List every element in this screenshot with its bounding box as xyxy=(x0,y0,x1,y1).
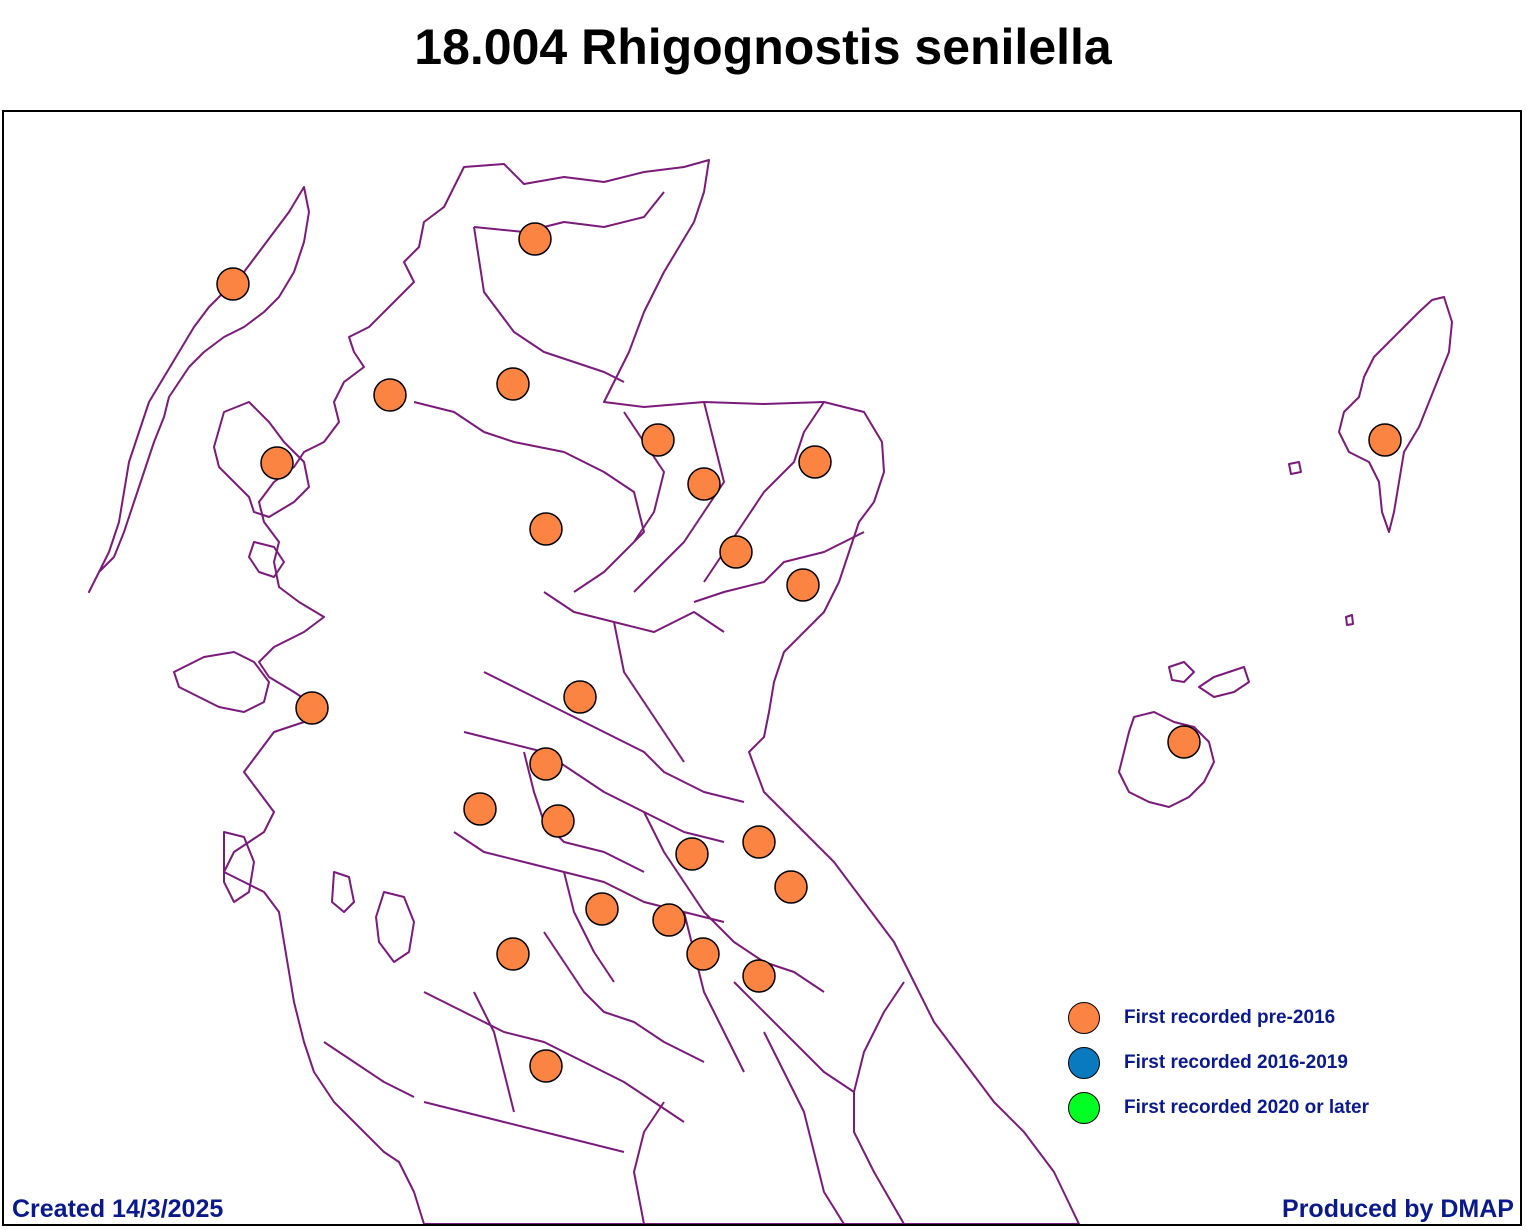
record-dot-pre-2016 xyxy=(563,680,597,714)
map-frame: First recorded pre-2016 First recorded 2… xyxy=(2,110,1522,1226)
boundary xyxy=(643,811,825,993)
producer-credit: Produced by DMAP xyxy=(1282,1195,1514,1223)
island xyxy=(331,871,355,913)
record-dot-pre-2016 xyxy=(652,903,686,937)
island xyxy=(248,541,285,578)
record-dot-pre-2016 xyxy=(742,959,776,993)
boundary xyxy=(413,401,645,593)
island xyxy=(1198,666,1250,698)
record-dot-pre-2016 xyxy=(786,568,820,602)
boundary xyxy=(463,731,725,843)
boundary xyxy=(483,671,745,803)
record-dot-pre-2016 xyxy=(798,445,832,479)
record-dot-pre-2016 xyxy=(529,747,563,781)
island xyxy=(1345,614,1354,626)
mull-outline xyxy=(173,651,270,713)
record-dots-layer xyxy=(216,222,1402,1083)
outer-hebrides-outline xyxy=(88,186,310,593)
record-dot-pre-2016 xyxy=(675,837,709,871)
legend-label-2016-2019: First recorded 2016-2019 xyxy=(1124,1052,1348,1073)
record-dot-pre-2016 xyxy=(529,1049,563,1083)
record-dot-pre-2016 xyxy=(585,892,619,926)
boundary xyxy=(623,411,665,543)
record-dot-pre-2016 xyxy=(774,870,808,904)
island xyxy=(1168,661,1195,683)
boundary xyxy=(543,591,725,633)
record-dot-pre-2016 xyxy=(496,367,530,401)
record-dot-pre-2016 xyxy=(216,267,250,301)
map-canvas xyxy=(88,159,1453,1224)
record-dot-pre-2016 xyxy=(1167,725,1201,759)
record-dot-pre-2016 xyxy=(518,222,552,256)
boundary xyxy=(733,981,855,1093)
island xyxy=(223,831,255,903)
boundary xyxy=(563,871,615,983)
skye-outline xyxy=(213,401,310,518)
boundary xyxy=(633,1101,665,1224)
record-dot-pre-2016 xyxy=(1368,423,1402,457)
boundary xyxy=(693,531,865,603)
record-dot-pre-2016 xyxy=(496,937,530,971)
boundary xyxy=(423,1101,625,1153)
legend-swatch-pre-2016 xyxy=(1068,1002,1100,1034)
record-dot-pre-2016 xyxy=(686,937,720,971)
record-dot-pre-2016 xyxy=(541,804,575,838)
legend-item-2016-2019: First recorded 2016-2019 xyxy=(1068,1045,1348,1081)
legend-label-pre-2016: First recorded pre-2016 xyxy=(1124,1007,1336,1028)
boundary xyxy=(613,621,685,763)
record-dot-pre-2016 xyxy=(742,825,776,859)
boundary xyxy=(633,401,725,593)
boundary xyxy=(543,931,705,1063)
legend-item-pre-2016: First recorded pre-2016 xyxy=(1068,1000,1335,1036)
legend-swatch-2020-later xyxy=(1068,1092,1100,1124)
mainland-outline xyxy=(223,159,1080,1224)
boundary xyxy=(473,226,625,383)
boundary xyxy=(853,981,905,1224)
record-dot-pre-2016 xyxy=(641,423,675,457)
boundary xyxy=(323,1041,415,1098)
legend-label-2020-later: First recorded 2020 or later xyxy=(1124,1097,1369,1118)
island xyxy=(375,891,415,963)
record-dot-pre-2016 xyxy=(295,691,329,725)
boundary xyxy=(473,991,515,1113)
shetland-outline xyxy=(1338,296,1453,533)
island xyxy=(1288,461,1302,475)
orkney-outline xyxy=(1118,711,1215,808)
record-dot-pre-2016 xyxy=(260,446,294,480)
legend-item-2020-later: First recorded 2020 or later xyxy=(1068,1090,1369,1126)
boundary xyxy=(423,991,685,1123)
record-dot-pre-2016 xyxy=(463,792,497,826)
record-dot-pre-2016 xyxy=(529,512,563,546)
boundary xyxy=(763,1031,845,1224)
boundary xyxy=(683,911,745,1073)
created-date: Created 14/3/2025 xyxy=(12,1195,224,1223)
record-dot-pre-2016 xyxy=(719,535,753,569)
boundary xyxy=(473,191,665,233)
legend-swatch-2016-2019 xyxy=(1068,1047,1100,1079)
record-dot-pre-2016 xyxy=(373,378,407,412)
record-dot-pre-2016 xyxy=(687,467,721,501)
map-title: 18.004 Rhigognostis senilella xyxy=(414,19,1112,75)
